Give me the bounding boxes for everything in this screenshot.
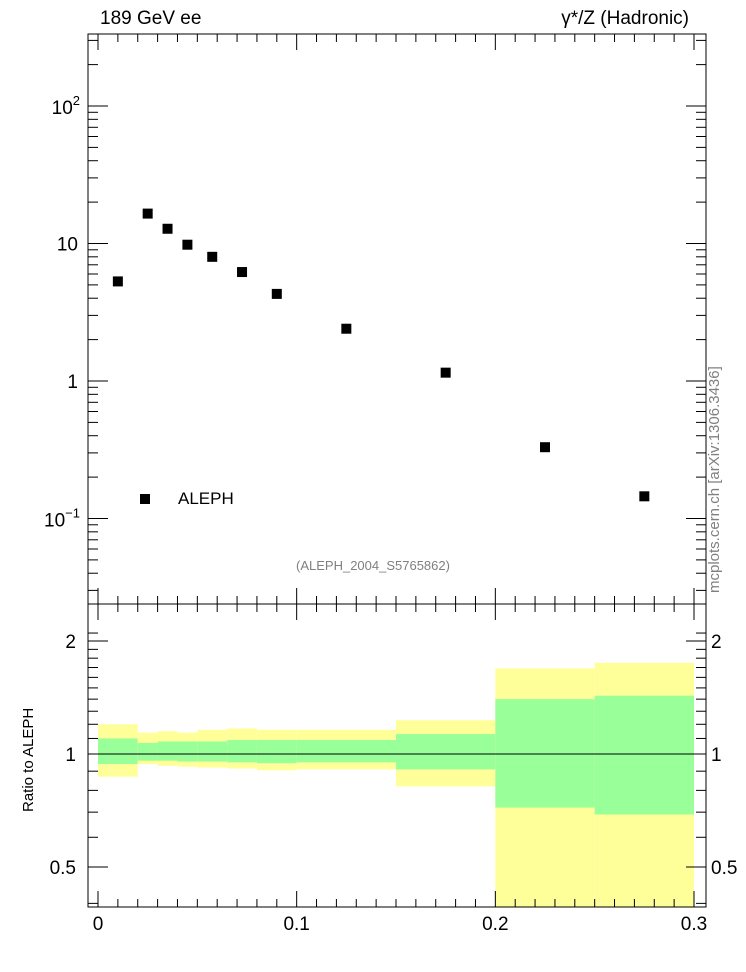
y-tick-label: 10−1 — [44, 506, 80, 532]
uncertainty-band-green — [396, 734, 496, 770]
main-plot-frame — [87, 33, 707, 605]
uncertainty-band-green — [256, 739, 297, 764]
x-tick-label: 0.2 — [482, 914, 508, 935]
axes-frames — [87, 33, 707, 908]
data-point — [182, 239, 193, 250]
ratio-tick-label-right: 1 — [711, 745, 722, 766]
uncertainty-band-green — [227, 739, 257, 763]
axis-ticks — [88, 34, 706, 907]
data-point — [341, 323, 352, 334]
source-label: mcplots.cern.ch [arXiv:1306.3436] — [706, 366, 723, 593]
legend-marker — [140, 494, 150, 504]
y-tick-exponent: 2 — [73, 93, 80, 108]
data-point — [162, 223, 173, 234]
analysis-reference: (ALEPH_2004_S5765862) — [296, 558, 450, 573]
uncertainty-band-green — [296, 739, 396, 763]
uncertainty-band-green — [594, 695, 694, 815]
ratio-tick-label-left: 2 — [65, 632, 76, 653]
uncertainty-band-green — [495, 699, 595, 808]
ratio-tick-label-right: 0.5 — [711, 858, 737, 879]
data-point — [639, 491, 650, 502]
ratio-bands — [98, 662, 694, 907]
ratio-tick-label-left: 1 — [65, 745, 76, 766]
y-tick-label: 102 — [52, 93, 80, 119]
legend-label: ALEPH — [178, 489, 234, 508]
process-label: γ*/Z (Hadronic) — [561, 8, 689, 29]
data-point — [440, 367, 451, 378]
data-points — [112, 208, 650, 502]
legend — [140, 494, 150, 504]
ratio-y-axis-label: Ratio to ALEPH — [20, 707, 37, 812]
y-tick-exponent: −1 — [65, 506, 80, 521]
x-tick-label: 0.3 — [681, 914, 707, 935]
ratio-tick-label-right: 2 — [711, 632, 722, 653]
uncertainty-band-green — [98, 738, 138, 765]
data-point — [271, 288, 282, 299]
energy-label: 189 GeV ee — [100, 8, 202, 29]
x-tick-label: 0.1 — [283, 914, 309, 935]
uncertainty-band-green — [157, 741, 178, 761]
uncertainty-band-green — [197, 741, 228, 762]
data-point — [207, 251, 218, 262]
y-tick-label: 1 — [67, 372, 78, 393]
data-point — [112, 276, 123, 287]
ratio-tick-label-left: 0.5 — [50, 858, 76, 879]
ratio-plot-frame — [87, 603, 707, 908]
uncertainty-band-green — [137, 742, 158, 761]
x-tick-label: 0 — [93, 914, 104, 935]
y-tick-base: 10 — [44, 511, 65, 532]
data-point — [237, 267, 248, 278]
data-point — [142, 208, 153, 219]
uncertainty-band-green — [177, 741, 198, 762]
y-tick-base: 10 — [52, 98, 73, 119]
y-tick-label: 10 — [57, 235, 78, 256]
data-point — [540, 442, 550, 453]
